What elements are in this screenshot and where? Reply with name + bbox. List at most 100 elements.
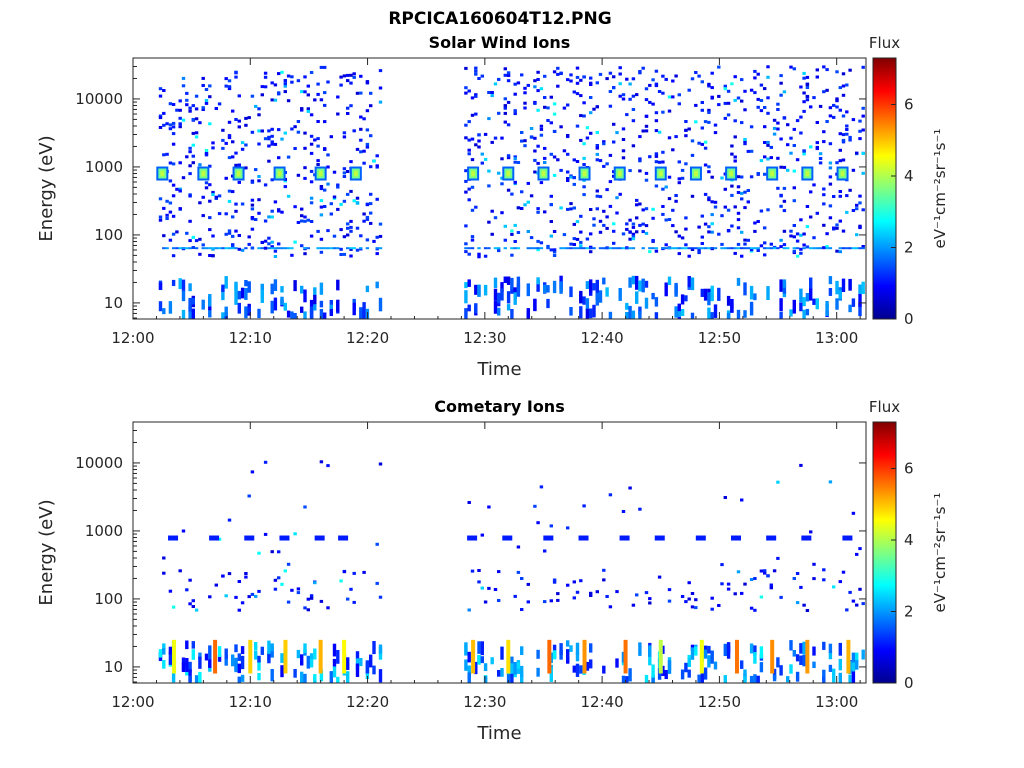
noise-cell [185, 231, 189, 235]
low-energy-cell [352, 302, 356, 316]
line-cell [776, 247, 780, 250]
noise-cell [736, 175, 741, 179]
noise-cell [474, 93, 478, 97]
noise-cell [237, 163, 241, 167]
line-cell [526, 247, 530, 250]
noise-cell [359, 91, 363, 95]
noise-cell [674, 199, 678, 203]
noise-cell [749, 149, 754, 153]
low-energy-cell [677, 308, 681, 318]
low-energy-cell [822, 641, 826, 650]
noise-cell [168, 179, 173, 183]
noise-cell [293, 205, 297, 209]
noise-cell [234, 209, 238, 213]
noise-cell [723, 187, 727, 191]
line-cell [589, 247, 593, 250]
noise-cell [792, 235, 796, 239]
low-energy-cell [162, 660, 166, 669]
noise-cell [766, 208, 770, 212]
low-energy-cell [851, 652, 856, 665]
noise-cell [477, 77, 481, 80]
low-energy-cell [684, 295, 688, 302]
noise-cell [595, 207, 599, 211]
noise-cell [575, 66, 580, 70]
low-energy-cell [158, 282, 163, 290]
noise-cell [572, 182, 576, 186]
noise-cell [608, 71, 613, 75]
low-energy-cell [589, 289, 593, 296]
noise-cell [309, 220, 314, 223]
noise-cell [825, 120, 829, 123]
noise-cell [250, 227, 255, 231]
noise-cell [365, 215, 370, 219]
noise-cell [480, 586, 484, 590]
noise-cell [776, 127, 780, 131]
noise-cell [799, 85, 803, 89]
noise-cell [359, 127, 363, 131]
noise-cell [326, 153, 330, 157]
noise-cell [231, 244, 235, 248]
burst-cell [248, 639, 253, 674]
noise-cell [270, 98, 274, 102]
noise-cell [250, 203, 255, 207]
noise-cell [198, 163, 202, 167]
low-energy-cell [589, 643, 593, 653]
low-energy-cell [378, 297, 383, 312]
x-axis-label: Time [476, 359, 521, 380]
noise-cell [792, 186, 796, 190]
noise-cell [756, 220, 760, 223]
noise-cell [171, 125, 176, 129]
noise-cell [313, 138, 317, 142]
noise-cell [763, 241, 767, 245]
low-energy-cell [493, 288, 498, 301]
noise-cell [204, 151, 209, 155]
noise-cell [208, 122, 212, 126]
low-energy-cell [467, 651, 471, 663]
low-energy-cell [667, 276, 672, 285]
noise-cell [687, 254, 691, 258]
noise-cell [835, 99, 839, 103]
noise-cell [290, 127, 294, 131]
noise-cell [786, 123, 790, 127]
noise-cell [260, 85, 264, 89]
noise-cell [267, 129, 271, 133]
noise-cell [657, 90, 662, 93]
burst-high [842, 535, 853, 541]
noise-cell [667, 588, 672, 592]
noise-cell [552, 230, 557, 233]
line-cell [592, 247, 596, 250]
low-energy-cell [234, 644, 238, 653]
low-energy-cell [736, 309, 741, 319]
noise-cell [749, 125, 754, 129]
noise-cell [355, 91, 360, 95]
noise-cell [575, 160, 580, 163]
noise-cell [293, 240, 297, 244]
noise-cell [720, 563, 724, 567]
noise-cell [342, 252, 347, 256]
line-cell [818, 247, 823, 250]
low-energy-cell [464, 282, 468, 289]
colorbar-label: eV⁻¹cm⁻²sr⁻¹s⁻¹ [931, 129, 949, 249]
noise-cell [772, 569, 777, 573]
noise-cell [838, 250, 842, 254]
noise-cell [191, 131, 195, 135]
noise-cell [378, 595, 383, 599]
line-cell [346, 247, 350, 250]
noise-cell [566, 170, 570, 174]
noise-cell [171, 183, 176, 187]
noise-cell [300, 219, 304, 223]
noise-cell [602, 164, 606, 168]
noise-cell [595, 189, 599, 193]
line-cell [838, 247, 842, 250]
line-cell [612, 247, 616, 250]
noise-cell [641, 230, 645, 234]
burst-cell [471, 639, 476, 674]
noise-cell [352, 129, 356, 133]
noise-cell [352, 600, 356, 604]
noise-cell [641, 66, 645, 70]
noise-cell [720, 214, 724, 218]
noise-cell [608, 493, 613, 497]
noise-cell [178, 187, 182, 191]
low-energy-cell [237, 302, 241, 314]
peak-center [541, 170, 546, 177]
